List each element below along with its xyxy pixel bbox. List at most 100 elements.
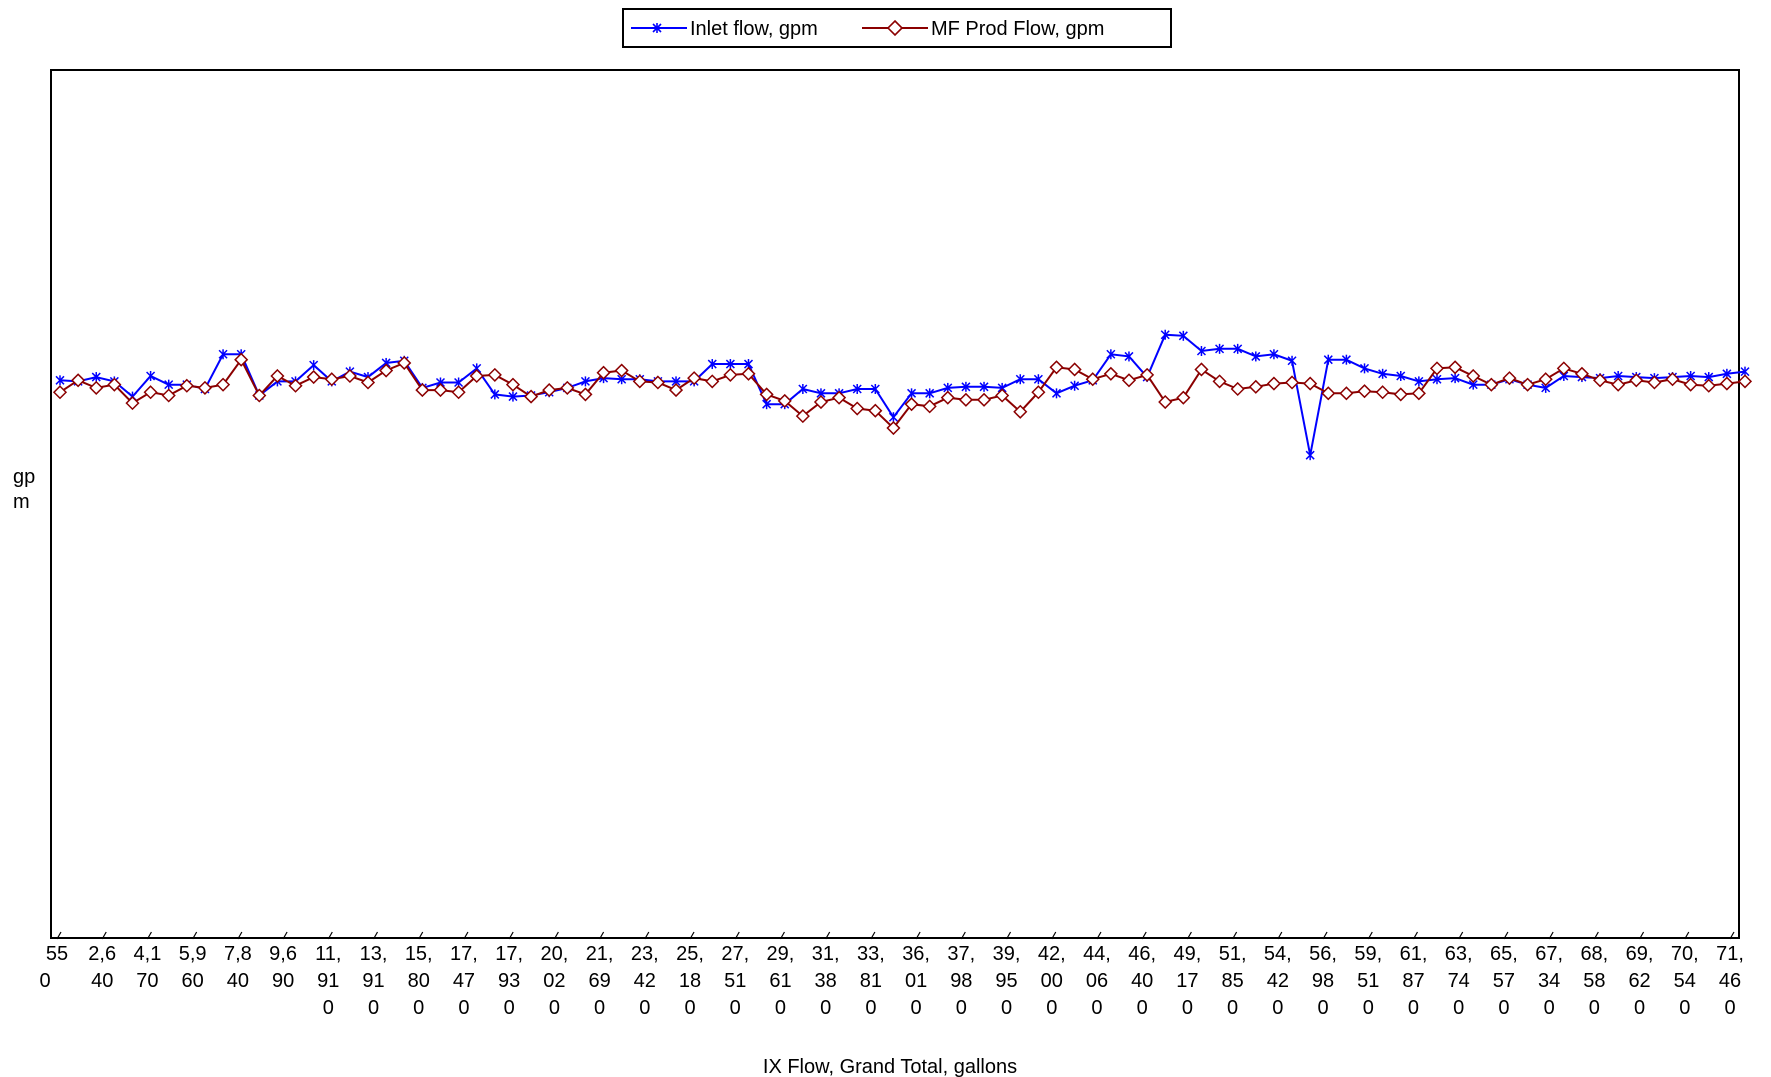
x-tick-mark xyxy=(734,931,740,940)
x-axis: 55 0 2,6 40 4,1 70 5,9 60 7,8 40 9,6 90 11, 91 0 13, 91 0… xyxy=(39,931,1744,1019)
data-point-mf-prod-flow xyxy=(1248,379,1263,394)
data-point-mf-prod-flow xyxy=(1266,376,1281,391)
x-tick-mark xyxy=(1412,931,1419,940)
data-point-inlet-flow xyxy=(1196,346,1206,357)
x-tick-label: 70, 54 0 xyxy=(1671,943,1699,1019)
x-tick-mark xyxy=(327,931,333,940)
data-point-inlet-flow xyxy=(309,360,319,371)
legend-item-mf-prod-flow: MF Prod Flow, gpm xyxy=(862,18,1104,40)
data-point-inlet-flow xyxy=(508,391,518,402)
data-point-mf-prod-flow xyxy=(1719,376,1734,391)
x-tick-mark xyxy=(1503,931,1509,940)
data-point-inlet-flow xyxy=(888,412,898,423)
data-point-mf-prod-flow xyxy=(832,390,847,405)
data-point-mf-prod-flow xyxy=(614,363,629,378)
x-tick-label: 17, 47 0 xyxy=(450,943,478,1019)
x-tick-label: 42, 00 0 xyxy=(1038,943,1066,1019)
x-tick-mark xyxy=(282,931,288,940)
data-point-mf-prod-flow xyxy=(1737,374,1753,389)
data-point-inlet-flow xyxy=(707,359,717,370)
x-tick-label: 44, 06 0 xyxy=(1083,943,1111,1019)
x-tick-label: 31, 38 0 xyxy=(812,943,840,1019)
data-point-inlet-flow xyxy=(1015,374,1025,385)
x-tick-label: 71, 46 0 xyxy=(1716,943,1744,1019)
x-tick-mark xyxy=(56,931,62,940)
data-point-mf-prod-flow xyxy=(306,369,321,385)
x-tick-mark xyxy=(1277,931,1283,940)
data-point-mf-prod-flow xyxy=(1176,390,1191,405)
x-tick-mark xyxy=(1729,931,1735,940)
data-point-inlet-flow xyxy=(1070,380,1080,391)
data-point-inlet-flow xyxy=(1414,376,1424,387)
x-tick-label: 56, 98 0 xyxy=(1309,943,1337,1019)
x-tick-mark xyxy=(1006,931,1012,940)
data-point-mf-prod-flow xyxy=(813,394,829,410)
data-point-mf-prod-flow xyxy=(324,372,339,387)
data-point-inlet-flow xyxy=(1051,388,1062,399)
data-point-inlet-flow xyxy=(218,349,228,360)
data-point-inlet-flow xyxy=(1269,349,1279,360)
x-tick-label: 21, 69 0 xyxy=(586,943,614,1019)
data-point-mf-prod-flow xyxy=(795,409,810,424)
data-point-mf-prod-flow xyxy=(1429,361,1445,376)
data-point-mf-prod-flow xyxy=(1538,372,1553,387)
data-point-inlet-flow xyxy=(1359,363,1370,374)
data-point-inlet-flow xyxy=(580,376,590,387)
data-point-mf-prod-flow xyxy=(1629,373,1644,388)
x-tick-label: 27, 51 0 xyxy=(721,943,749,1019)
x-tick-label: 25, 18 0 xyxy=(676,943,704,1019)
data-point-mf-prod-flow xyxy=(1321,386,1336,401)
data-point-inlet-flow xyxy=(1233,343,1243,354)
data-point-mf-prod-flow xyxy=(922,399,937,414)
x-tick-mark xyxy=(960,931,966,940)
x-tick-mark xyxy=(146,931,152,940)
data-point-mf-prod-flow xyxy=(1339,386,1354,401)
x-tick-mark xyxy=(1684,931,1690,940)
x-tick-mark xyxy=(644,931,650,940)
x-tick-mark xyxy=(599,931,605,940)
data-point-mf-prod-flow xyxy=(650,375,665,390)
data-point-inlet-flow xyxy=(1341,354,1351,365)
x-tick-label: 33, 81 0 xyxy=(857,943,885,1019)
data-point-inlet-flow xyxy=(1033,374,1043,385)
data-point-mf-prod-flow xyxy=(1683,377,1698,392)
data-point-mf-prod-flow xyxy=(1194,362,1209,377)
data-point-mf-prod-flow xyxy=(252,388,267,403)
data-point-inlet-flow xyxy=(925,388,935,399)
legend-marker-inlet-flow xyxy=(652,23,662,33)
x-tick-mark xyxy=(1051,931,1057,940)
x-tick-label: 69, 62 0 xyxy=(1626,943,1654,1019)
data-point-mf-prod-flow xyxy=(1140,367,1155,382)
data-point-mf-prod-flow xyxy=(71,373,86,388)
x-tick-label: 67, 34 0 xyxy=(1535,943,1563,1019)
data-point-mf-prod-flow xyxy=(197,380,213,395)
series-line-inlet-flow xyxy=(59,333,1746,456)
data-point-mf-prod-flow xyxy=(1592,373,1608,388)
x-tick-label: 36, 01 0 xyxy=(902,943,930,1019)
data-point-mf-prod-flow xyxy=(995,388,1010,403)
x-tick-label: 5,9 60 xyxy=(179,943,207,992)
x-tick-mark xyxy=(1458,931,1464,940)
data-point-mf-prod-flow xyxy=(1611,377,1626,392)
data-point-mf-prod-flow xyxy=(668,383,684,398)
x-tick-mark xyxy=(192,931,198,940)
x-tick-label: 2,6 40 xyxy=(88,943,116,992)
x-tick-mark xyxy=(101,931,107,940)
data-point-mf-prod-flow xyxy=(1393,387,1408,402)
x-tick-mark xyxy=(1548,931,1554,940)
x-tick-label: 11, 91 0 xyxy=(315,943,341,1019)
data-point-mf-prod-flow xyxy=(469,368,484,384)
data-point-mf-prod-flow xyxy=(632,374,647,389)
x-tick-mark xyxy=(870,931,876,940)
data-point-inlet-flow xyxy=(1305,450,1315,461)
data-point-mf-prod-flow xyxy=(451,385,466,400)
x-tick-label: 7,8 40 xyxy=(224,943,252,992)
x-tick-label: 39, 95 0 xyxy=(993,943,1021,1019)
x-tick-mark xyxy=(1232,931,1238,940)
data-point-mf-prod-flow xyxy=(850,401,865,416)
data-point-mf-prod-flow xyxy=(161,388,176,403)
data-point-mf-prod-flow xyxy=(1411,386,1426,401)
x-axis-label: IX Flow, Grand Total, gallons xyxy=(763,1056,1017,1077)
data-point-mf-prod-flow xyxy=(759,387,774,402)
